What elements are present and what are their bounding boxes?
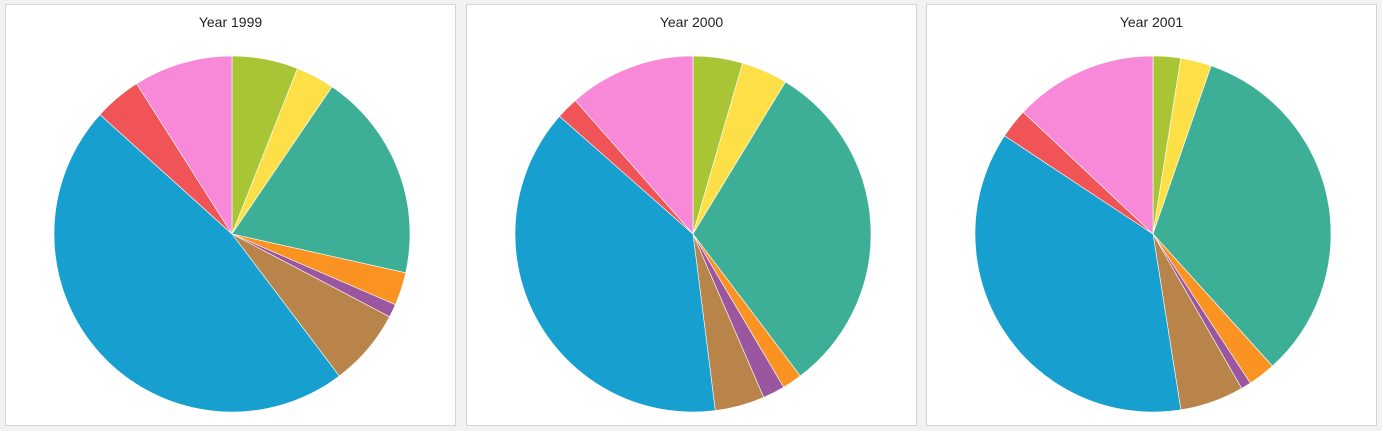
pie-chart <box>514 55 872 413</box>
pie-chart <box>974 55 1332 413</box>
pie-chart <box>53 55 411 413</box>
panel-title: Year 2001 <box>1119 14 1184 30</box>
pie-slice-s3[interactable] <box>1152 65 1332 367</box>
pie-panel-2000: Year 2000 <box>466 4 917 426</box>
pie-slice-s7[interactable] <box>53 114 340 413</box>
pie-slice-s3[interactable] <box>231 86 411 274</box>
pie-slice-s9[interactable] <box>136 55 233 236</box>
pie-slice-s9[interactable] <box>1022 55 1154 235</box>
pie-slice-s7[interactable] <box>974 135 1182 413</box>
panel-title: Year 2000 <box>659 14 724 30</box>
pie-slice-s7[interactable] <box>514 115 716 413</box>
pie-slice-s9[interactable] <box>574 55 694 235</box>
pie-panel-1999: Year 1999 <box>5 4 456 426</box>
panel-title: Year 1999 <box>198 14 263 30</box>
pie-panel-2001: Year 2001 <box>926 4 1377 426</box>
pie-slice-s3[interactable] <box>692 81 872 377</box>
